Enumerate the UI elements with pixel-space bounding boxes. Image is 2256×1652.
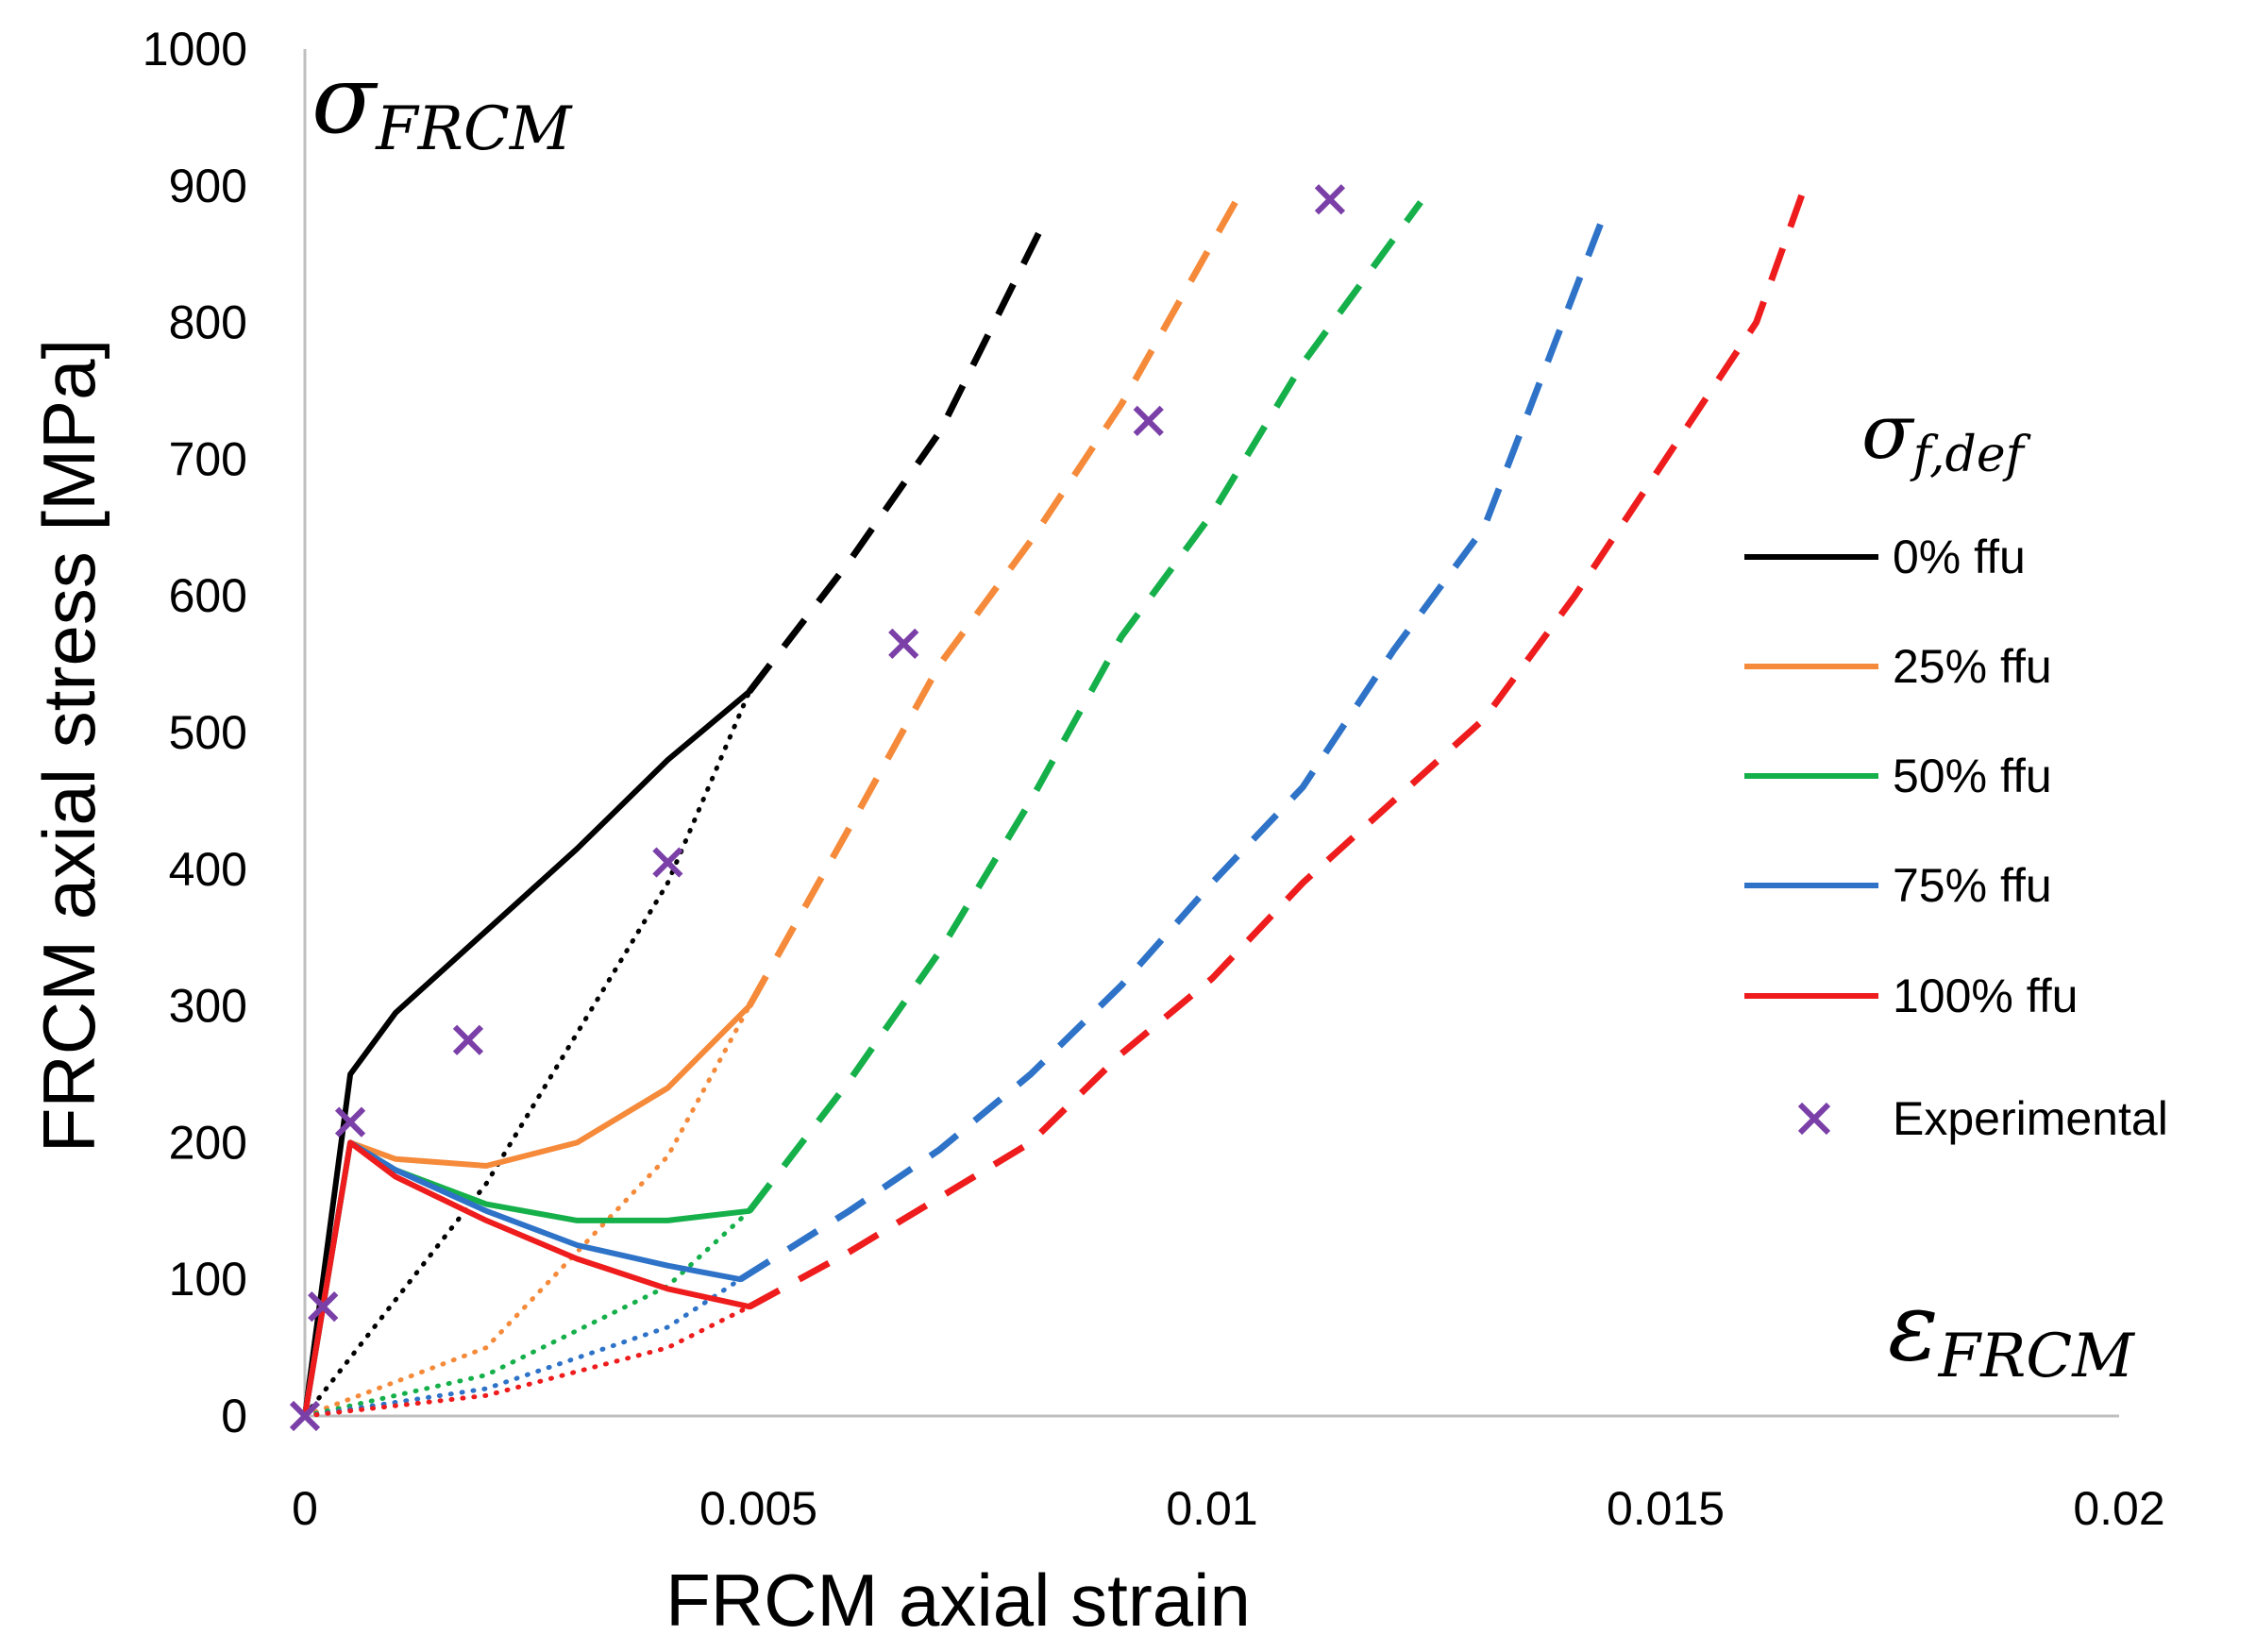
series-2-dashed-line [747,200,1423,1213]
series-2-dotted-line [302,1208,752,1419]
y-tick-label: 900 [169,160,247,212]
experimental-point [1133,405,1164,436]
x-axis-symbol: εFRCM [1888,1272,2135,1391]
legend-title-sub: f,def [1910,427,2031,483]
x-symbol-sub: FRCM [1938,1322,2136,1391]
legend-label: 50% ffu [1893,750,2052,802]
series-0-solid-line [302,688,752,1419]
legend-label: 100% ffu [1893,969,2078,1022]
legend-label: Experimental [1893,1092,2168,1145]
y-tick-label: 200 [169,1116,247,1169]
y-tick-label: 300 [169,980,247,1033]
series-0-dashed-line [747,211,1052,694]
y-tick-label: 800 [169,296,247,349]
experimental-point [888,628,919,660]
x-tick-labels: 0 0.005 0.01 0.015 0.02 [292,1482,2165,1535]
legend-experimental-marker [1797,1102,1831,1136]
experimental-point [1314,184,1346,215]
experimental-point [452,1024,484,1055]
series-3-dashed-line [738,218,1606,1283]
y-axis-symbol: σFRCM [311,44,573,164]
legend-label: 25% ffu [1893,640,2052,693]
series-4-dotted-line [302,1304,752,1419]
x-axis-title: FRCM axial strain [665,1559,1251,1642]
y-symbol-sub: FRCM [375,94,573,164]
experimental-point [308,1291,339,1323]
experimental-points [289,184,1346,1432]
series-0-dotted-line [302,689,752,1419]
y-tick-label: 0 [221,1390,247,1442]
legend-label: 75% ffu [1893,859,2052,912]
series-4-solid-line [302,1139,752,1419]
experimental-point [652,847,683,878]
y-axis-title: FRCM axial stress [MPa] [27,339,110,1153]
y-tick-label: 700 [169,432,247,485]
experimental-point [289,1400,321,1432]
x-tick-label: 0.02 [2073,1482,2164,1535]
x-tick-label: 0 [292,1482,318,1535]
series-layer [302,194,1805,1419]
legend-title: σf,def [1861,388,2031,483]
legend-label: 0% ffu [1893,531,2026,583]
y-tick-label: 100 [169,1253,247,1306]
legend-items: 0% ffu 25% ffu 50% ffu 75% ffu 100% ffu Exper… [1744,531,2168,1145]
y-symbol-main: σ [311,44,379,155]
series-4-dashed-line [748,194,1805,1310]
x-tick-label: 0.01 [1166,1482,1257,1535]
series-1-dashed-line [746,194,1242,1008]
series-1-dotted-line [302,1003,752,1419]
y-tick-label: 1000 [143,23,247,76]
y-tick-labels: 0 100 200 300 400 500 600 700 800 900 1000 [143,23,247,1442]
x-tick-label: 0.005 [699,1482,817,1535]
y-tick-label: 500 [169,706,247,759]
x-symbol-main: ε [1888,1272,1939,1382]
series-3-dotted-line [302,1276,743,1419]
legend: σf,def 0% ffu 25% ffu 50% ffu 75% ffu 100% f… [1744,388,2168,1145]
y-tick-label: 400 [169,843,247,896]
legend-title-main: σ [1861,388,1915,476]
y-tick-label: 600 [169,569,247,622]
x-tick-label: 0.015 [1607,1482,1725,1535]
experimental-point [334,1106,366,1138]
